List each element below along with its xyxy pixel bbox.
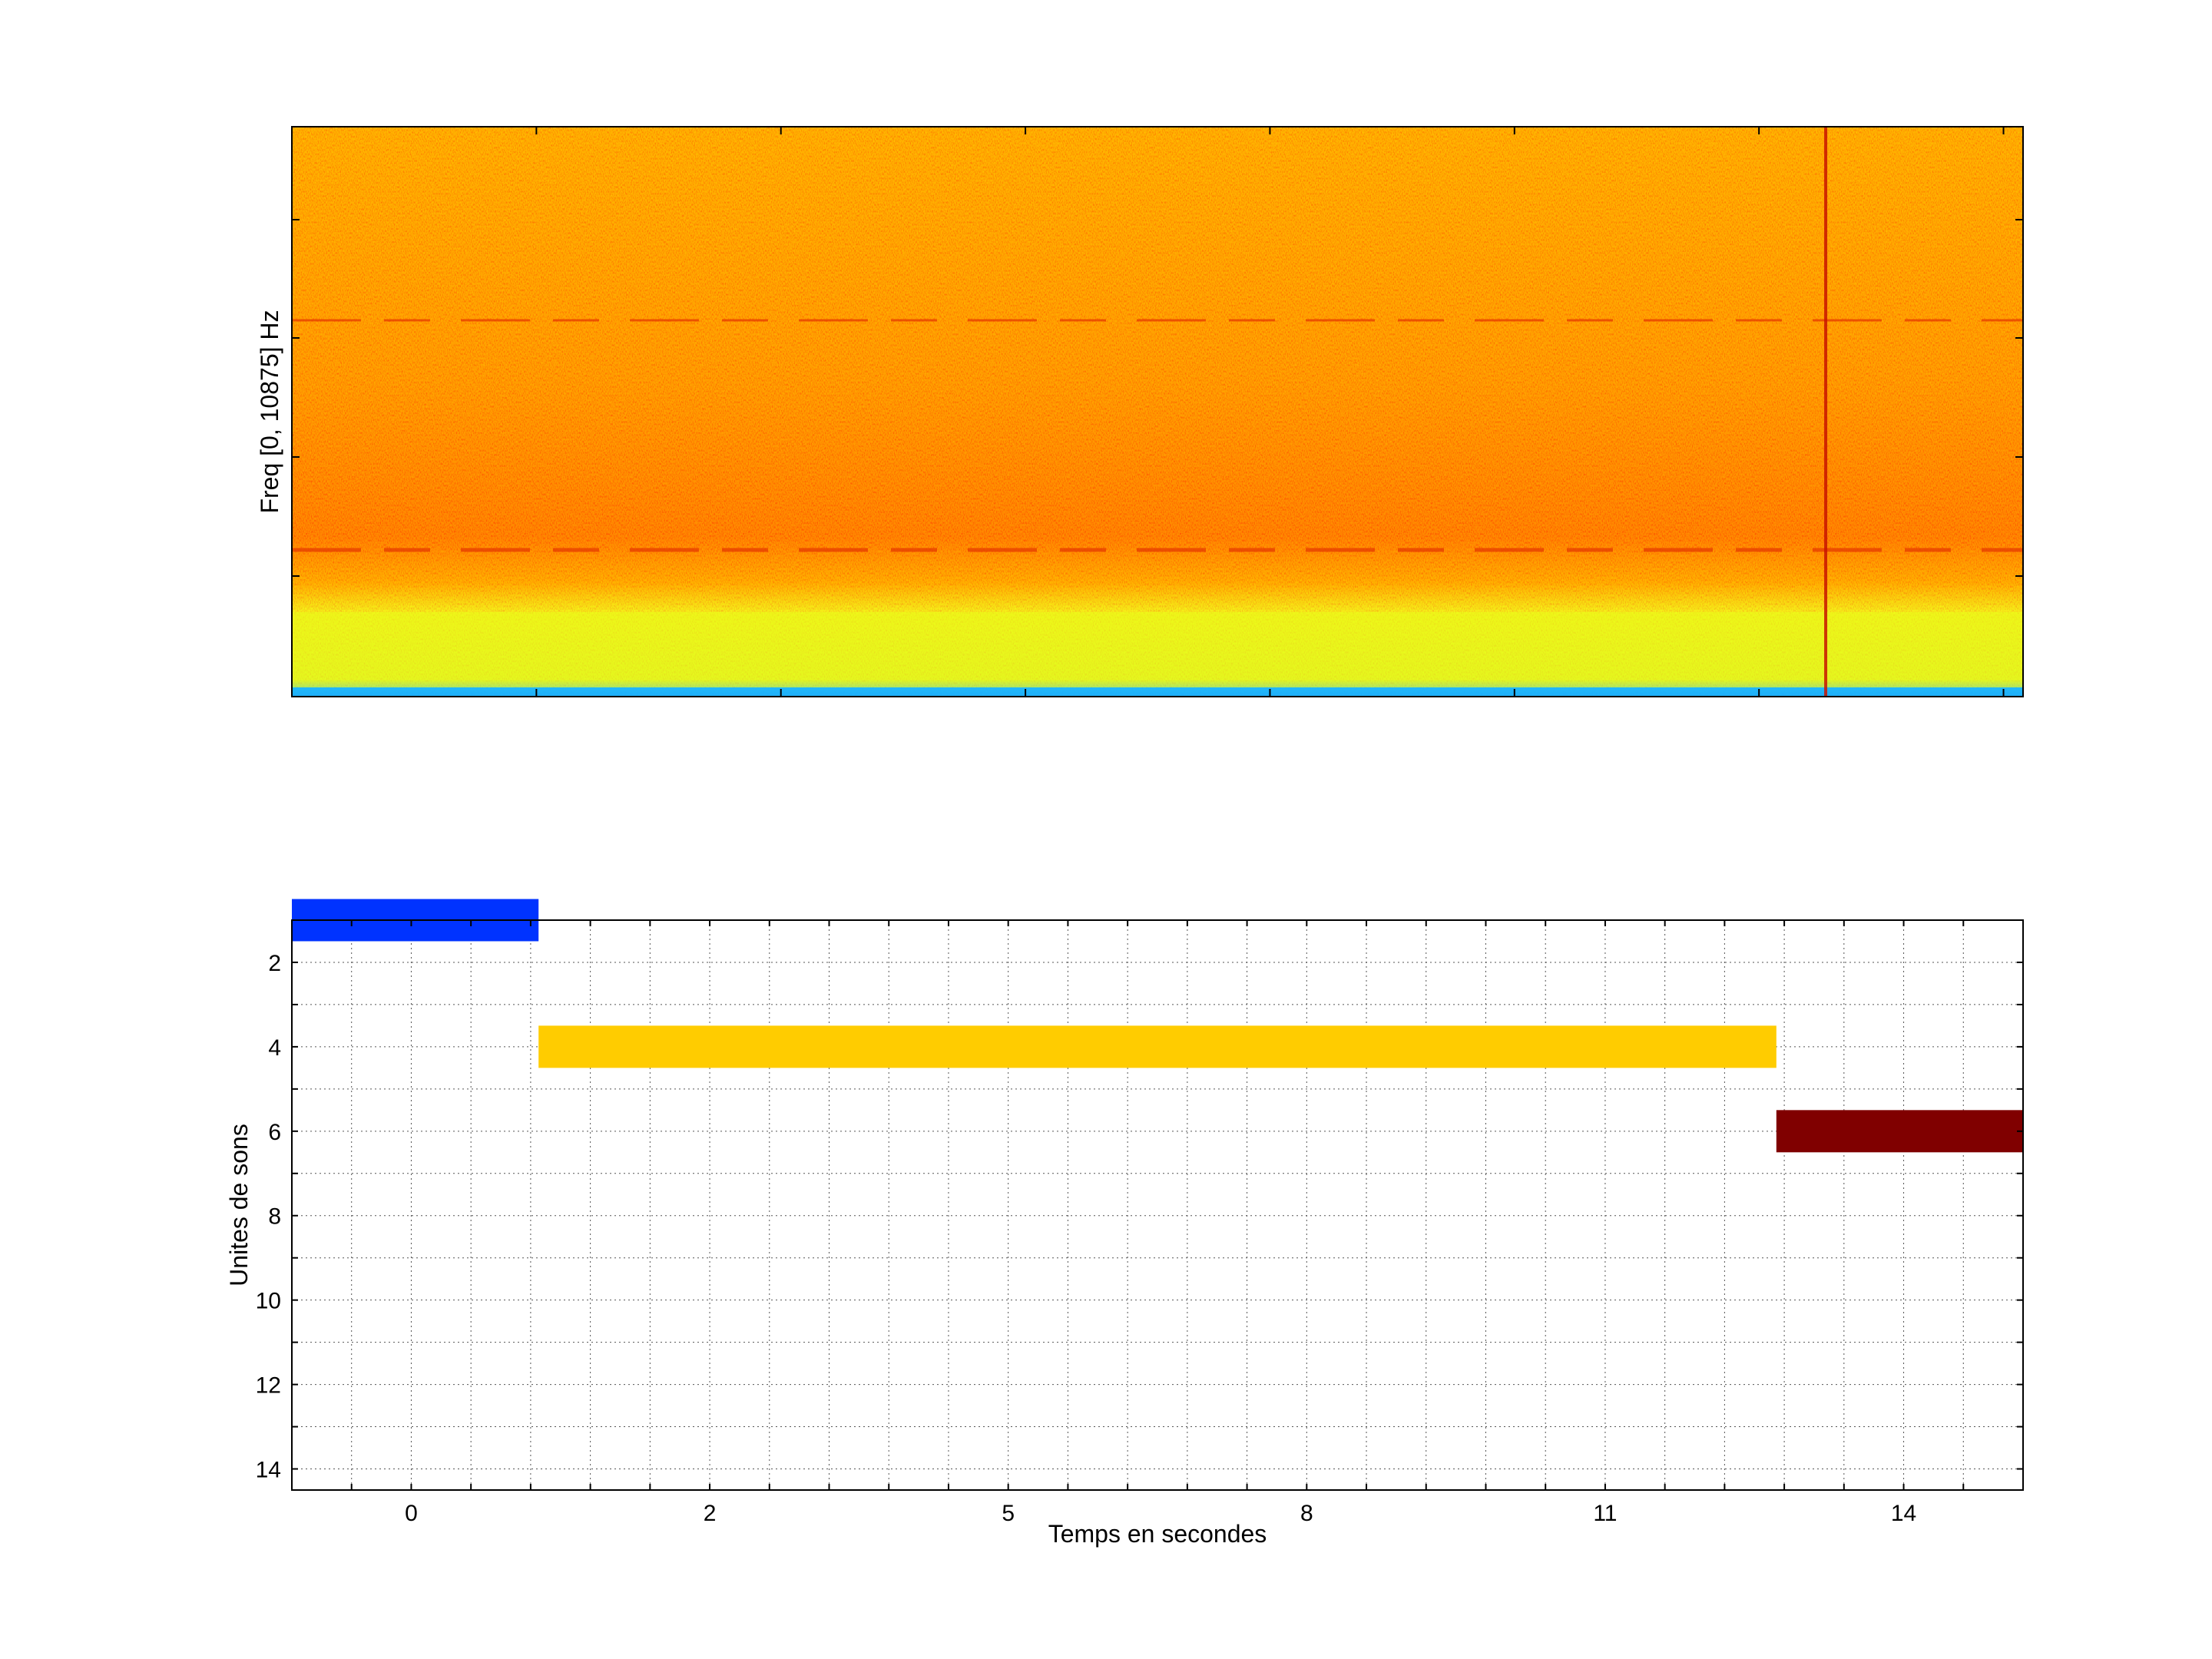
spectrogram-panel: Freq [0, 10875] Hz	[256, 126, 2024, 697]
spectrogram-y-axis-label: Freq [0, 10875] Hz	[256, 310, 283, 513]
units-x-tick-label: 8	[1300, 1501, 1313, 1526]
sound-unit-segment-6	[1776, 1110, 2023, 1153]
units-y-tick-label: 14	[256, 1458, 281, 1483]
spectrogram-low-band	[292, 612, 2023, 687]
units-tick-labels: 0 2 5 8 11 14 2 4 6 8 10 12 14	[256, 951, 1917, 1526]
spectrogram-noise-texture	[292, 127, 2023, 697]
units-ticks	[292, 920, 2023, 1490]
spectrogram-features	[292, 127, 2023, 697]
units-y-tick-label: 12	[256, 1373, 281, 1399]
spectrogram-frame	[291, 126, 2024, 697]
units-x-tick-label: 0	[405, 1501, 418, 1526]
units-x-tick-label: 14	[1891, 1501, 1916, 1526]
units-x-axis-label: Temps en secondes	[1048, 1520, 1267, 1548]
units-frame	[291, 919, 2024, 1491]
units-plot-area	[292, 920, 2023, 1490]
units-x-tick-label: 11	[1593, 1501, 1617, 1526]
units-y-tick-label: 4	[268, 1035, 281, 1061]
units-x-tick-label: 5	[1002, 1501, 1015, 1526]
units-y-tick-label: 10	[256, 1289, 281, 1314]
units-y-tick-label: 8	[268, 1204, 281, 1230]
units-grid	[292, 920, 2023, 1490]
units-x-tick-label: 2	[704, 1501, 717, 1526]
spectrogram-ticks	[292, 127, 2023, 697]
units-y-axis-label: Unites de sons	[225, 1124, 253, 1286]
spectrogram-bottom-edge	[292, 687, 2023, 697]
sound-units-panel: 0 2 5 8 11 14 2 4 6 8 10 12 14 Temps en secondes Uni…	[225, 899, 2024, 1548]
units-y-tick-label: 6	[268, 1120, 281, 1145]
sound-unit-segment-4	[538, 1025, 1777, 1068]
units-y-tick-label: 2	[268, 951, 281, 976]
